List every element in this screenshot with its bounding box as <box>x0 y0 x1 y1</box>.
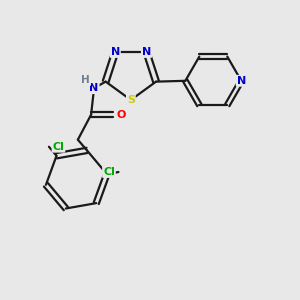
Text: O: O <box>116 110 125 120</box>
Text: N: N <box>237 76 246 86</box>
Text: Cl: Cl <box>103 167 115 177</box>
Text: S: S <box>127 95 135 105</box>
Text: N: N <box>111 47 120 57</box>
Text: Cl: Cl <box>52 142 64 152</box>
Text: N: N <box>142 47 151 57</box>
Text: H: H <box>81 75 90 85</box>
Text: N: N <box>89 83 99 93</box>
